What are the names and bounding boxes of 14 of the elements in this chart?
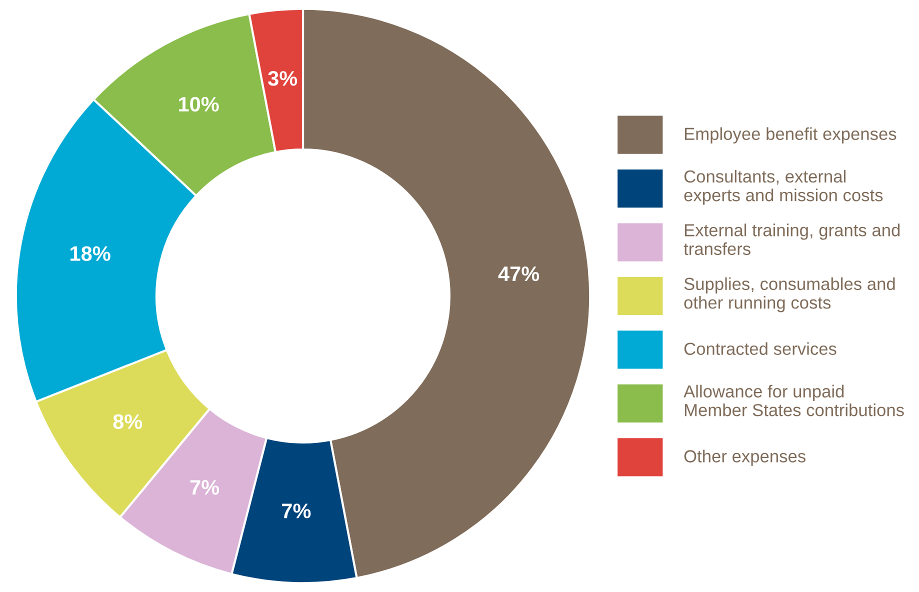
legend-label: Allowance for unpaid Member States contributions <box>684 384 904 416</box>
data-label: 7% <box>282 504 311 518</box>
legend-label: Consultants, external experts and mission costs <box>684 170 883 205</box>
data-label: 7% <box>190 480 220 495</box>
data-label: 8% <box>113 414 142 430</box>
legend-label: Supplies, consumables and other running costs <box>684 277 895 312</box>
data-label: 3% <box>268 71 298 86</box>
data-label: 47% <box>498 266 540 282</box>
legend-label: Contracted services <box>684 342 836 355</box>
legend-label: Other expenses <box>684 450 806 466</box>
data-label: 18% <box>70 246 110 261</box>
legend-label: Employee benefit expenses <box>684 127 896 144</box>
legend-label: External training, grants and transfers <box>684 224 900 256</box>
data-label: 10% <box>179 96 219 112</box>
